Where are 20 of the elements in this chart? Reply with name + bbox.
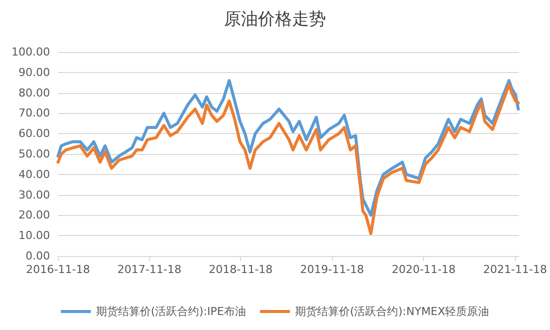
y-tick-label: 30.00: [18, 188, 50, 202]
x-tick-label: 2021-11-18: [483, 263, 548, 276]
y-tick-label: 70.00: [18, 106, 50, 120]
y-tick-label: 90.00: [18, 66, 50, 79]
x-tick-label: 2018-11-18: [208, 263, 273, 276]
y-tick-label: 50.00: [18, 148, 50, 160]
y-tick-label: 100.00: [12, 46, 50, 58]
x-tick-label: 2017-11-18: [117, 263, 182, 276]
x-tick-label: 2016-11-18: [26, 263, 90, 276]
x-tick-label: 2020-11-18: [392, 263, 456, 276]
chart-title: 原油价格走势: [224, 10, 326, 30]
legend-label: 期货结算价(活跃合约):IPE布油: [96, 305, 246, 318]
y-tick-label: 0.00: [26, 250, 50, 262]
y-tick-label: 40.00: [18, 168, 50, 181]
y-tick-label: 80.00: [18, 86, 50, 100]
x-tick-label: 2019-11-18: [300, 263, 364, 276]
y-tick-label: 60.00: [18, 127, 50, 140]
y-tick-label: 20.00: [18, 208, 50, 222]
legend-label: 期货结算价(活跃合约):NYMEX轻质原油: [294, 305, 490, 318]
y-tick-label: 10.00: [18, 229, 50, 242]
